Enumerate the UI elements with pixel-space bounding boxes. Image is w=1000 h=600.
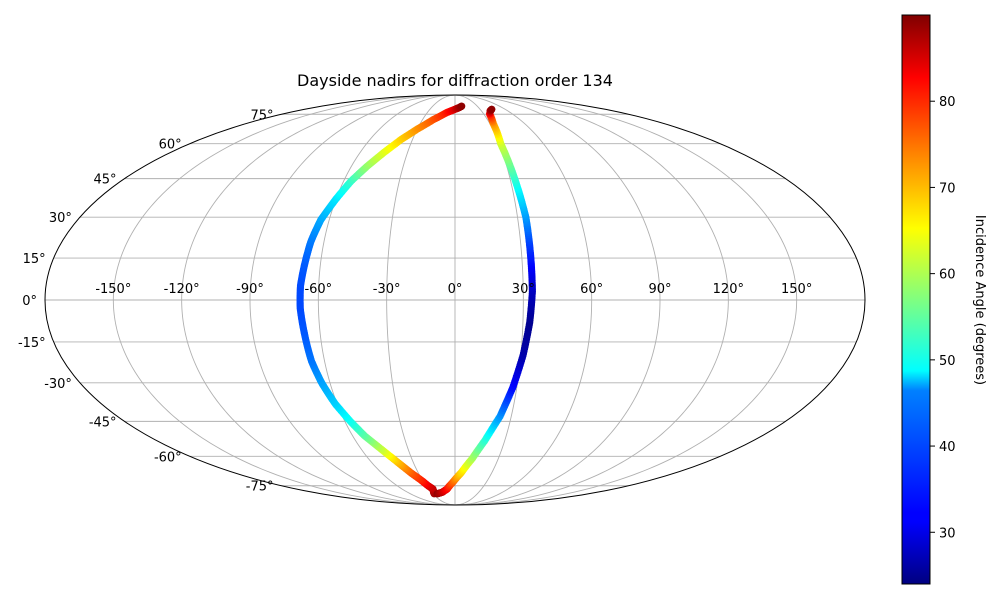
colorbar-tick-label: 50 (939, 354, 956, 369)
latitude-tick-labels: -75° -60° -45° -30° -15° 0° 15° 30° 45° 60° 75° (18, 108, 274, 494)
map-boundary (44, 94, 866, 506)
chart-title: Dayside nadirs for diffraction order 134 (297, 71, 613, 90)
meridian-line (454, 95, 729, 505)
colorbar-tick-label: 70 (939, 181, 956, 196)
latitude-tick-label: -60° (154, 450, 182, 465)
latitude-tick-label: 60° (159, 138, 182, 153)
colorbar-gradient (901, 14, 931, 585)
latitude-tick-label: -45° (89, 415, 117, 430)
longitude-tick-label: 120° (713, 282, 744, 297)
longitude-tick-label: -90° (236, 282, 264, 297)
data-point (458, 102, 466, 110)
meridian-line (386, 95, 456, 505)
longitude-tick-label: -120° (164, 282, 200, 297)
meridian-line (454, 95, 661, 505)
longitude-tick-label: 30° (512, 282, 535, 297)
latitude-tick-label: -30° (44, 377, 72, 392)
colorbar: 30 40 50 60 70 80 Incidence Angle (degrees) (901, 14, 987, 585)
colorbar-tick-label: 30 (939, 526, 956, 541)
latitude-tick-label: 75° (250, 108, 273, 123)
latitude-tick-label: -15° (18, 336, 46, 351)
graticule (45, 95, 865, 505)
meridian-line (454, 95, 593, 505)
meridian-line (181, 95, 456, 505)
data-point (488, 105, 496, 113)
latitude-tick-label: 15° (23, 252, 46, 267)
latitude-tick-label: 0° (22, 294, 37, 309)
longitude-tick-label: -150° (95, 282, 131, 297)
meridian-line (112, 95, 456, 505)
colorbar-ticks: 30 40 50 60 70 80 (930, 95, 956, 541)
longitude-tick-label: 60° (580, 282, 603, 297)
data-points (296, 102, 536, 498)
longitude-tick-label: 150° (781, 282, 812, 297)
colorbar-tick-label: 40 (939, 440, 956, 455)
latitude-tick-label: 45° (94, 173, 117, 188)
longitude-tick-label: -60° (304, 282, 332, 297)
longitude-tick-label: -30° (373, 282, 401, 297)
meridian-line (454, 95, 798, 505)
meridian-line (317, 95, 456, 505)
longitude-tick-labels: -150° -120° -90° -60° -30° 0° 30° 60° 90° 120° 150… (95, 282, 812, 297)
longitude-tick-label: 0° (448, 282, 463, 297)
latitude-tick-label: 30° (49, 211, 72, 226)
colorbar-tick-label: 80 (939, 95, 956, 110)
meridian-line (249, 95, 456, 505)
colorbar-label: Incidence Angle (degrees) (972, 215, 987, 385)
longitude-tick-label: 90° (648, 282, 671, 297)
colorbar-tick-label: 60 (939, 268, 956, 283)
latitude-tick-label: -75° (246, 480, 274, 495)
